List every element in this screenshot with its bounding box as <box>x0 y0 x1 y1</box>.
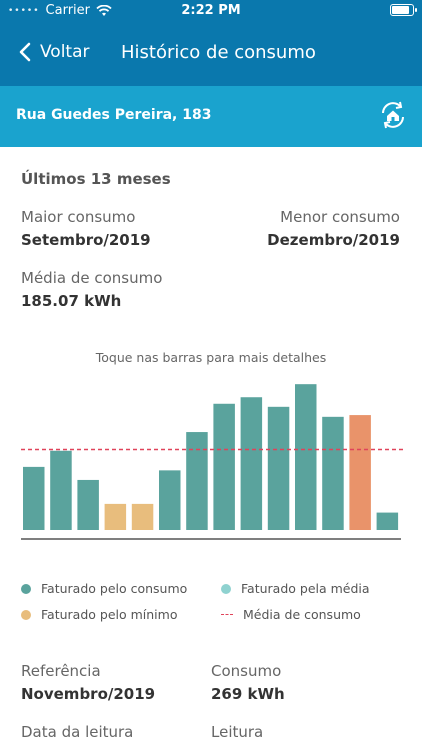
consumption-value: 269 kWh <box>211 685 285 703</box>
switch-home-icon[interactable] <box>378 100 408 130</box>
wifi-icon <box>96 4 112 16</box>
legend-consumo-dot <box>21 583 31 594</box>
chart-bar[interactable] <box>267 406 290 530</box>
back-label: Voltar <box>40 42 90 62</box>
status-bar: ••••• Carrier 2:22 PM <box>0 0 422 22</box>
legend-media: Faturado pela média <box>221 581 370 596</box>
signal-icon: ••••• <box>8 5 40 16</box>
legend-media-dot <box>221 583 231 594</box>
legend-average-label: Média de consumo <box>243 607 361 622</box>
min-consumption-value: Dezembro/2019 <box>267 231 400 249</box>
chevron-left-icon <box>19 42 31 62</box>
avg-consumption-label: Média de consumo <box>21 269 163 287</box>
chart-bar[interactable] <box>159 470 181 530</box>
reference-value: Novembro/2019 <box>21 685 156 703</box>
chart-bar[interactable] <box>104 503 127 530</box>
legend-consumo: Faturado pelo consumo <box>21 581 187 596</box>
battery-fill <box>392 6 410 14</box>
chart-hint: Toque nas barras para mais detalhes <box>95 350 327 365</box>
legend-consumo-label: Faturado pelo consumo <box>41 581 188 596</box>
max-consumption-label: Maior consumo <box>21 208 136 226</box>
legend-minimo: Faturado pelo mínimo <box>21 607 177 622</box>
chart-bar[interactable] <box>186 432 208 530</box>
reading-date-label: Data da leitura <box>21 723 134 741</box>
consumption-label: Consumo <box>211 662 282 680</box>
address-bar: Rua Guedes Pereira, 183 <box>0 86 422 147</box>
chart-bar[interactable] <box>23 466 45 530</box>
legend-average-dash <box>221 614 233 615</box>
avg-consumption-value: 185.07 kWh <box>21 292 122 310</box>
status-left: ••••• Carrier <box>8 3 112 18</box>
chart-bar[interactable] <box>131 503 154 530</box>
min-consumption-label: Menor consumo <box>280 208 400 226</box>
chart-bar[interactable] <box>77 479 99 530</box>
reading-label: Leitura <box>211 723 264 741</box>
legend-minimo-dot <box>21 609 31 620</box>
chart-bar[interactable] <box>322 416 344 530</box>
chart-bar[interactable] <box>240 397 263 530</box>
back-button[interactable]: Voltar <box>18 42 90 62</box>
chart-bar[interactable] <box>213 403 235 530</box>
max-consumption-value: Setembro/2019 <box>21 231 151 249</box>
section-title: Últimos 13 meses <box>21 170 171 188</box>
page-title: Histórico de consumo <box>121 42 316 63</box>
reference-label: Referência <box>21 662 101 680</box>
legend-minimo-label: Faturado pelo mínimo <box>41 607 178 622</box>
status-time: 2:22 PM <box>181 3 241 18</box>
legend-media-label: Faturado pela média <box>241 581 370 596</box>
consumption-chart <box>21 384 403 540</box>
chart-bar[interactable] <box>349 415 371 530</box>
chart-bar[interactable] <box>295 384 317 530</box>
carrier-label: Carrier <box>45 3 91 18</box>
battery-icon <box>390 4 417 16</box>
nav-bar: Voltar Histórico de consumo <box>0 22 422 86</box>
address-label: Rua Guedes Pereira, 183 <box>16 107 212 123</box>
legend-average: Média de consumo <box>221 607 361 622</box>
chart-bar[interactable] <box>50 450 72 530</box>
chart-bar[interactable] <box>376 512 399 530</box>
